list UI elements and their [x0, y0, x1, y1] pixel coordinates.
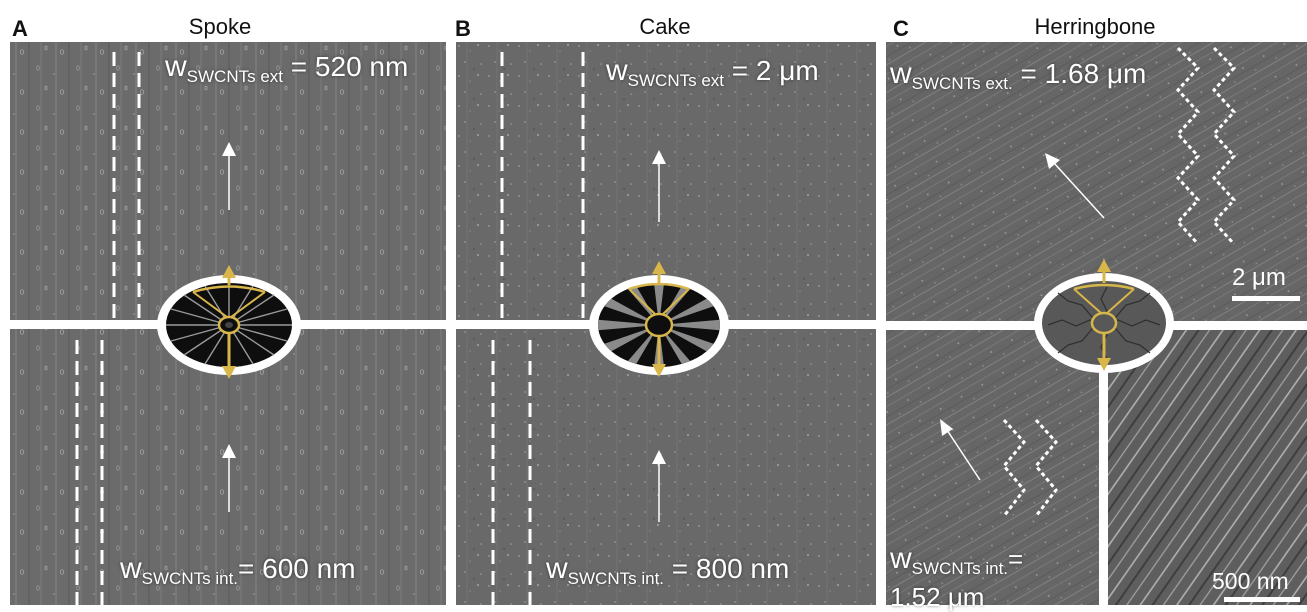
panel-b-letter: B	[455, 16, 471, 41]
panel-a-title: Spoke	[188, 14, 252, 39]
cake-int-width-label: wSWCNTs int. = 800 nm	[546, 552, 790, 588]
cake-ext-width-label: wSWCNTs ext = 2 μm	[606, 54, 819, 90]
cake-micrograph	[456, 42, 876, 605]
spoke-int-width-label: wSWCNTs int.= 600 nm	[120, 552, 356, 588]
spoke-micrograph	[10, 42, 446, 605]
herringbone-int-width-label: wSWCNTs int.= 1.52 μm	[890, 542, 1024, 612]
spoke-ext-width-label: wSWCNTs ext = 520 nm	[165, 50, 409, 86]
herringbone-ext-width-label: wSWCNTs ext. = 1.68 μm	[890, 57, 1147, 93]
inset-scale-bar-label: 500 nm	[1212, 568, 1289, 594]
panel-c-letter: C	[893, 16, 909, 41]
top-scale-bar-label: 2 μm	[1232, 264, 1286, 291]
panel-c-title: Herringbone	[1034, 14, 1156, 39]
herringbone-inset-micrograph	[1107, 330, 1307, 605]
panel-b-title: Cake	[639, 14, 691, 39]
panel-a-letter: A	[12, 16, 28, 41]
top-scale-bar	[1232, 296, 1300, 301]
inset-scale-bar	[1224, 597, 1300, 602]
